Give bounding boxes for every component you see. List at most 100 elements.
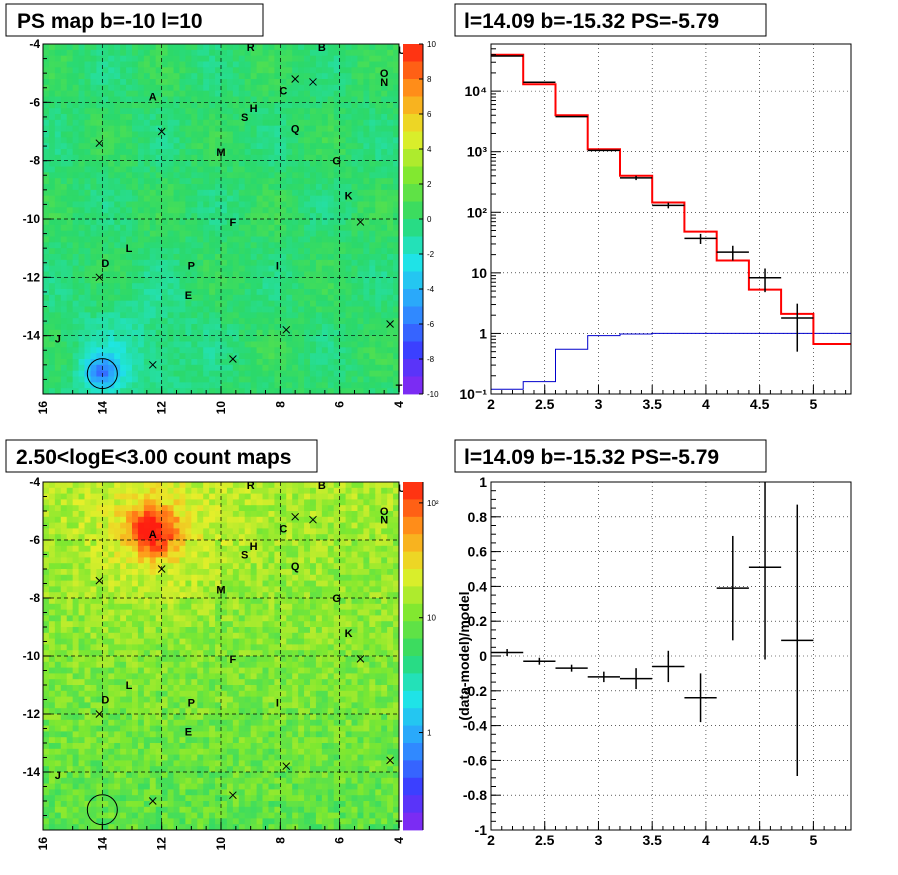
map-pixel — [102, 661, 109, 668]
map-pixel — [108, 189, 115, 197]
map-pixel — [43, 574, 50, 581]
map-pixel — [54, 667, 62, 674]
map-pixel — [43, 131, 50, 138]
map-pixel — [78, 108, 85, 115]
map-pixel — [72, 137, 79, 144]
map-pixel — [78, 49, 85, 57]
map-pixel — [197, 306, 204, 313]
map-pixel — [149, 248, 157, 255]
map-pixel — [203, 114, 210, 121]
map-pixel — [137, 824, 145, 830]
map-pixel — [126, 90, 133, 97]
map-pixel — [304, 184, 311, 191]
map-pixel — [72, 638, 79, 645]
map-pixel — [393, 172, 399, 179]
map-pixel — [137, 236, 145, 243]
map-pixel — [102, 254, 109, 261]
map-pixel — [96, 772, 103, 779]
map-pixel — [191, 108, 198, 115]
map-pixel — [244, 382, 252, 389]
map-pixel — [84, 84, 91, 92]
map-pixel — [221, 137, 228, 144]
map-pixel — [345, 359, 352, 366]
map-pixel — [357, 376, 364, 383]
map-pixel — [143, 376, 151, 383]
map-pixel — [167, 364, 174, 372]
map-pixel — [262, 254, 269, 261]
map-pixel — [357, 335, 364, 342]
cross-stroke — [309, 78, 317, 86]
map-pixel — [256, 248, 263, 255]
map-pixel — [321, 149, 329, 156]
map-pixel — [54, 783, 62, 790]
map-pixel — [321, 219, 329, 226]
map-pixel — [60, 812, 68, 819]
map-pixel — [238, 55, 246, 62]
map-pixel — [333, 242, 341, 249]
map-pixel — [191, 178, 198, 185]
map-pixel — [327, 259, 335, 267]
map-pixel — [280, 79, 287, 86]
map-pixel — [137, 563, 145, 570]
map-pixel — [274, 347, 281, 354]
map-pixel — [66, 801, 74, 808]
map-pixel — [108, 108, 115, 115]
map-pixel — [226, 201, 234, 208]
map-pixel — [310, 224, 317, 232]
map-pixel — [108, 656, 115, 663]
map-pixel — [197, 224, 204, 232]
map-pixel — [120, 90, 127, 97]
map-pixel — [149, 487, 157, 494]
map-pixel — [90, 551, 97, 558]
map-pixel — [232, 131, 240, 138]
map-pixel — [143, 638, 151, 645]
map-pixel — [209, 248, 216, 255]
map-pixel — [60, 388, 68, 394]
map-pixel — [96, 540, 103, 547]
map-pixel — [369, 90, 376, 97]
map-pixel — [351, 300, 358, 307]
map-pixel — [250, 341, 257, 348]
map-pixel — [48, 376, 56, 383]
map-pixel — [84, 667, 91, 674]
map-pixel — [149, 516, 157, 523]
map-pixel — [102, 783, 109, 790]
map-pixel — [78, 166, 85, 173]
map-pixel — [137, 580, 145, 587]
map-pixel — [43, 505, 50, 512]
map-pixel — [90, 224, 97, 232]
map-pixel — [268, 143, 275, 150]
map-pixel — [54, 213, 62, 220]
map-pixel — [155, 534, 163, 541]
map-pixel — [310, 271, 317, 278]
map-pixel — [108, 137, 115, 144]
map-pixel — [90, 685, 97, 692]
map-pixel — [114, 259, 121, 267]
map-pixel — [84, 574, 91, 581]
map-pixel — [179, 259, 186, 267]
map-pixel — [369, 329, 376, 337]
map-pixel — [173, 102, 180, 109]
map-pixel — [78, 44, 85, 51]
map-pixel — [48, 714, 56, 721]
source-label: R — [247, 42, 255, 54]
map-pixel — [102, 777, 109, 784]
map-pixel — [238, 265, 246, 272]
map-pixel — [351, 160, 358, 167]
map-pixel — [375, 335, 382, 342]
map-pixel — [304, 341, 311, 348]
map-pixel — [238, 61, 246, 68]
map-pixel — [393, 277, 399, 284]
map-pixel — [339, 347, 346, 354]
map-pixel — [310, 55, 317, 62]
map-pixel — [185, 154, 192, 162]
map-pixel — [126, 289, 133, 296]
map-pixel — [203, 271, 210, 278]
map-pixel — [315, 219, 323, 226]
map-pixel — [54, 621, 62, 628]
map-pixel — [102, 207, 109, 214]
map-pixel — [203, 341, 210, 348]
map-pixel — [369, 166, 376, 173]
map-pixel — [137, 131, 145, 138]
map-pixel — [274, 79, 281, 86]
